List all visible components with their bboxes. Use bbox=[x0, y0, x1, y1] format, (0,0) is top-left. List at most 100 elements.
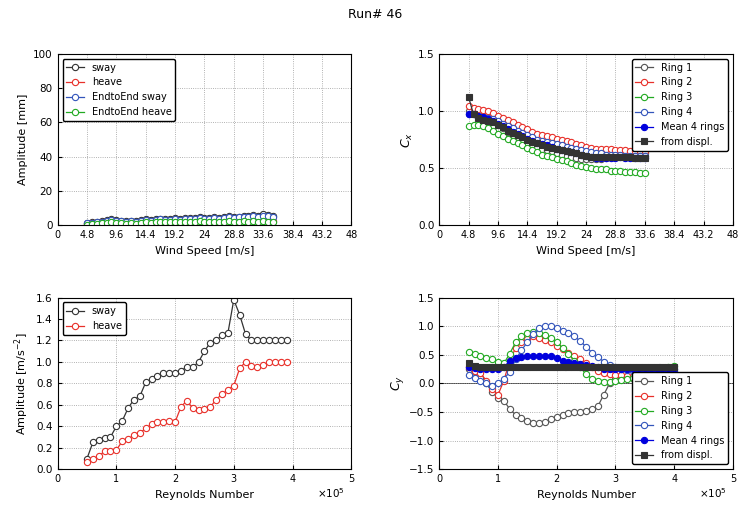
Ring 1 bbox=[479, 112, 488, 119]
Ring 1 bbox=[513, 134, 522, 141]
Ring 4 bbox=[606, 151, 615, 157]
from displ. bbox=[564, 364, 573, 370]
sway bbox=[264, 212, 273, 218]
sway bbox=[141, 379, 150, 385]
Ring 1 bbox=[541, 419, 550, 425]
Ring 4 bbox=[470, 374, 479, 381]
EndtoEnd heave bbox=[215, 219, 224, 225]
Ring 4 bbox=[499, 376, 508, 382]
Ring 1 bbox=[546, 416, 555, 422]
Ring 3 bbox=[541, 332, 550, 338]
Ring 3 bbox=[523, 145, 532, 151]
heave bbox=[92, 220, 101, 226]
sway bbox=[235, 312, 244, 318]
Ring 1 bbox=[605, 380, 614, 386]
Ring 4 bbox=[529, 331, 538, 337]
Ring 2 bbox=[499, 378, 508, 384]
heave bbox=[206, 404, 215, 410]
from displ. bbox=[562, 148, 571, 154]
Ring 4 bbox=[464, 372, 473, 378]
from displ. bbox=[611, 154, 620, 160]
Ring 1 bbox=[552, 150, 561, 156]
Ring 3 bbox=[523, 330, 532, 336]
Ring 2 bbox=[581, 360, 590, 366]
EndtoEnd sway bbox=[258, 212, 267, 219]
from displ. bbox=[635, 364, 644, 370]
heave bbox=[219, 218, 228, 224]
EndtoEnd sway bbox=[92, 219, 101, 225]
heave bbox=[135, 430, 144, 436]
EndtoEnd heave bbox=[249, 218, 258, 224]
Ring 4 bbox=[572, 146, 581, 152]
EndtoEnd sway bbox=[229, 215, 238, 221]
Ring 3 bbox=[576, 364, 585, 370]
Ring 2 bbox=[570, 353, 579, 359]
from displ. bbox=[547, 145, 556, 151]
from displ. bbox=[621, 154, 630, 160]
Line: Mean 4 rings: Mean 4 rings bbox=[466, 111, 648, 161]
heave bbox=[270, 359, 279, 365]
Ring 4 bbox=[611, 364, 620, 370]
Line: Ring 3: Ring 3 bbox=[466, 122, 648, 176]
Ring 4 bbox=[499, 121, 508, 127]
sway bbox=[118, 418, 127, 424]
sway bbox=[205, 215, 214, 221]
Ring 1 bbox=[611, 152, 620, 159]
Ring 1 bbox=[547, 148, 556, 154]
EndtoEnd sway bbox=[112, 218, 121, 224]
EndtoEnd heave bbox=[239, 218, 248, 224]
Ring 2 bbox=[611, 372, 620, 379]
Ring 4 bbox=[474, 112, 483, 119]
Ring 4 bbox=[631, 152, 640, 159]
Legend: sway, heave: sway, heave bbox=[62, 303, 125, 335]
Ring 2 bbox=[470, 368, 479, 374]
EndtoEnd heave bbox=[122, 221, 131, 227]
Ring 4 bbox=[508, 125, 517, 131]
Ring 4 bbox=[641, 368, 650, 374]
Ring 3 bbox=[587, 165, 596, 171]
heave bbox=[235, 365, 244, 371]
from displ. bbox=[481, 364, 490, 370]
Ring 4 bbox=[576, 338, 585, 344]
Line: Ring 4: Ring 4 bbox=[466, 323, 677, 389]
Ring 2 bbox=[517, 339, 526, 345]
sway bbox=[195, 214, 204, 220]
Ring 2 bbox=[564, 349, 573, 356]
Ring 1 bbox=[484, 115, 493, 121]
Ring 1 bbox=[493, 122, 502, 128]
Ring 2 bbox=[601, 146, 610, 152]
Ring 2 bbox=[493, 112, 502, 119]
from displ. bbox=[541, 364, 550, 370]
Ring 4 bbox=[489, 116, 498, 122]
sway bbox=[241, 331, 250, 337]
Mean 4 rings bbox=[542, 142, 551, 148]
Ring 2 bbox=[635, 148, 644, 154]
EndtoEnd heave bbox=[83, 222, 92, 228]
sway bbox=[264, 338, 273, 344]
from displ. bbox=[577, 151, 586, 157]
Legend: Ring 1, Ring 2, Ring 3, Ring 4, Mean 4 rings, from displ.: Ring 1, Ring 2, Ring 3, Ring 4, Mean 4 r… bbox=[632, 372, 728, 464]
sway bbox=[282, 338, 291, 344]
Mean 4 rings bbox=[646, 365, 655, 371]
sway bbox=[112, 423, 121, 429]
EndtoEnd heave bbox=[126, 221, 135, 227]
Mean 4 rings bbox=[591, 155, 600, 161]
EndtoEnd sway bbox=[234, 214, 243, 220]
Ring 2 bbox=[581, 144, 590, 150]
Ring 4 bbox=[577, 147, 586, 153]
EndtoEnd heave bbox=[137, 220, 146, 226]
Ring 3 bbox=[616, 167, 625, 173]
Ring 2 bbox=[593, 368, 602, 374]
from displ. bbox=[464, 94, 473, 101]
sway bbox=[219, 214, 228, 220]
sway bbox=[141, 216, 150, 223]
EndtoEnd heave bbox=[161, 220, 170, 226]
sway bbox=[176, 367, 185, 373]
EndtoEnd heave bbox=[254, 219, 263, 225]
Ring 3 bbox=[474, 122, 483, 128]
Ring 2 bbox=[646, 373, 655, 379]
Mean 4 rings bbox=[611, 155, 620, 161]
EndtoEnd sway bbox=[97, 219, 106, 225]
Ring 3 bbox=[631, 169, 640, 175]
Mean 4 rings bbox=[493, 366, 502, 372]
